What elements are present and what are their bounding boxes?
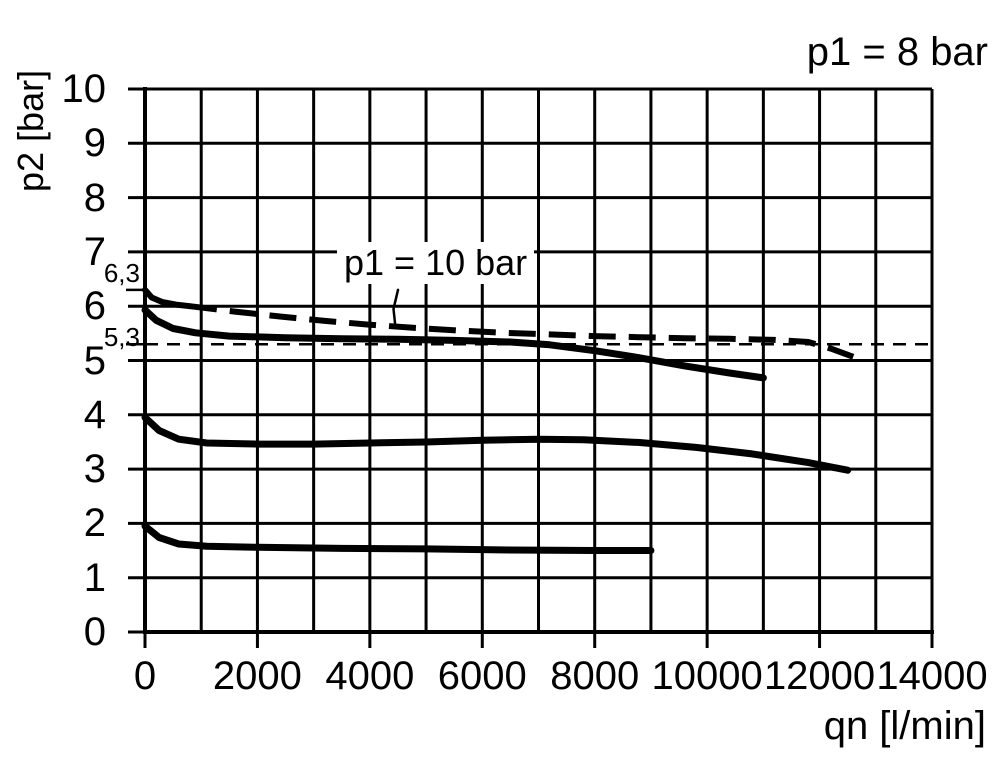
y-tick-label: 1 bbox=[83, 555, 106, 600]
x-tick-label: 14000 bbox=[876, 654, 988, 698]
y-ref-label-5-3: 5,3 bbox=[103, 322, 140, 352]
series-p1-10bar bbox=[189, 303, 860, 362]
y-tick-label: 4 bbox=[83, 392, 106, 437]
x-tick-label: 8000 bbox=[550, 654, 640, 698]
x-tick-label: 0 bbox=[133, 654, 157, 698]
series-p1-8bar-middle bbox=[141, 414, 852, 474]
p1-10bar-annotation: p1 = 10 bar bbox=[337, 242, 535, 284]
y-tick-label: 9 bbox=[83, 121, 106, 166]
y-tick-label: 10 bbox=[61, 67, 107, 111]
x-tick-label: 4000 bbox=[325, 654, 415, 698]
y-tick-label: 5 bbox=[83, 338, 106, 383]
y-tick-label: 0 bbox=[83, 610, 106, 654]
y-tick-label: 2 bbox=[83, 501, 106, 546]
x-tick-label: 2000 bbox=[212, 654, 302, 698]
y-tick-label: 3 bbox=[83, 447, 106, 492]
y-tick-label: 7 bbox=[83, 229, 106, 274]
y-tick-label: 8 bbox=[83, 175, 106, 220]
y-ref-label-6-3: 6,3 bbox=[103, 258, 140, 288]
annotation-leader-line bbox=[392, 288, 400, 329]
p1-8bar-label: p1 = 8 bar bbox=[806, 30, 988, 74]
x-tick-label: 12000 bbox=[763, 654, 876, 698]
series-p1-8bar-upper bbox=[141, 306, 767, 382]
x-tick-label: 6000 bbox=[437, 654, 527, 698]
x-tick-label: 10000 bbox=[651, 654, 763, 698]
series-p1-8bar-lower bbox=[141, 522, 655, 554]
series-p1-10bar-lead-in bbox=[142, 286, 193, 310]
x-axis-title: qn [l/min] bbox=[823, 704, 986, 748]
y-tick-label: 6 bbox=[83, 284, 106, 329]
